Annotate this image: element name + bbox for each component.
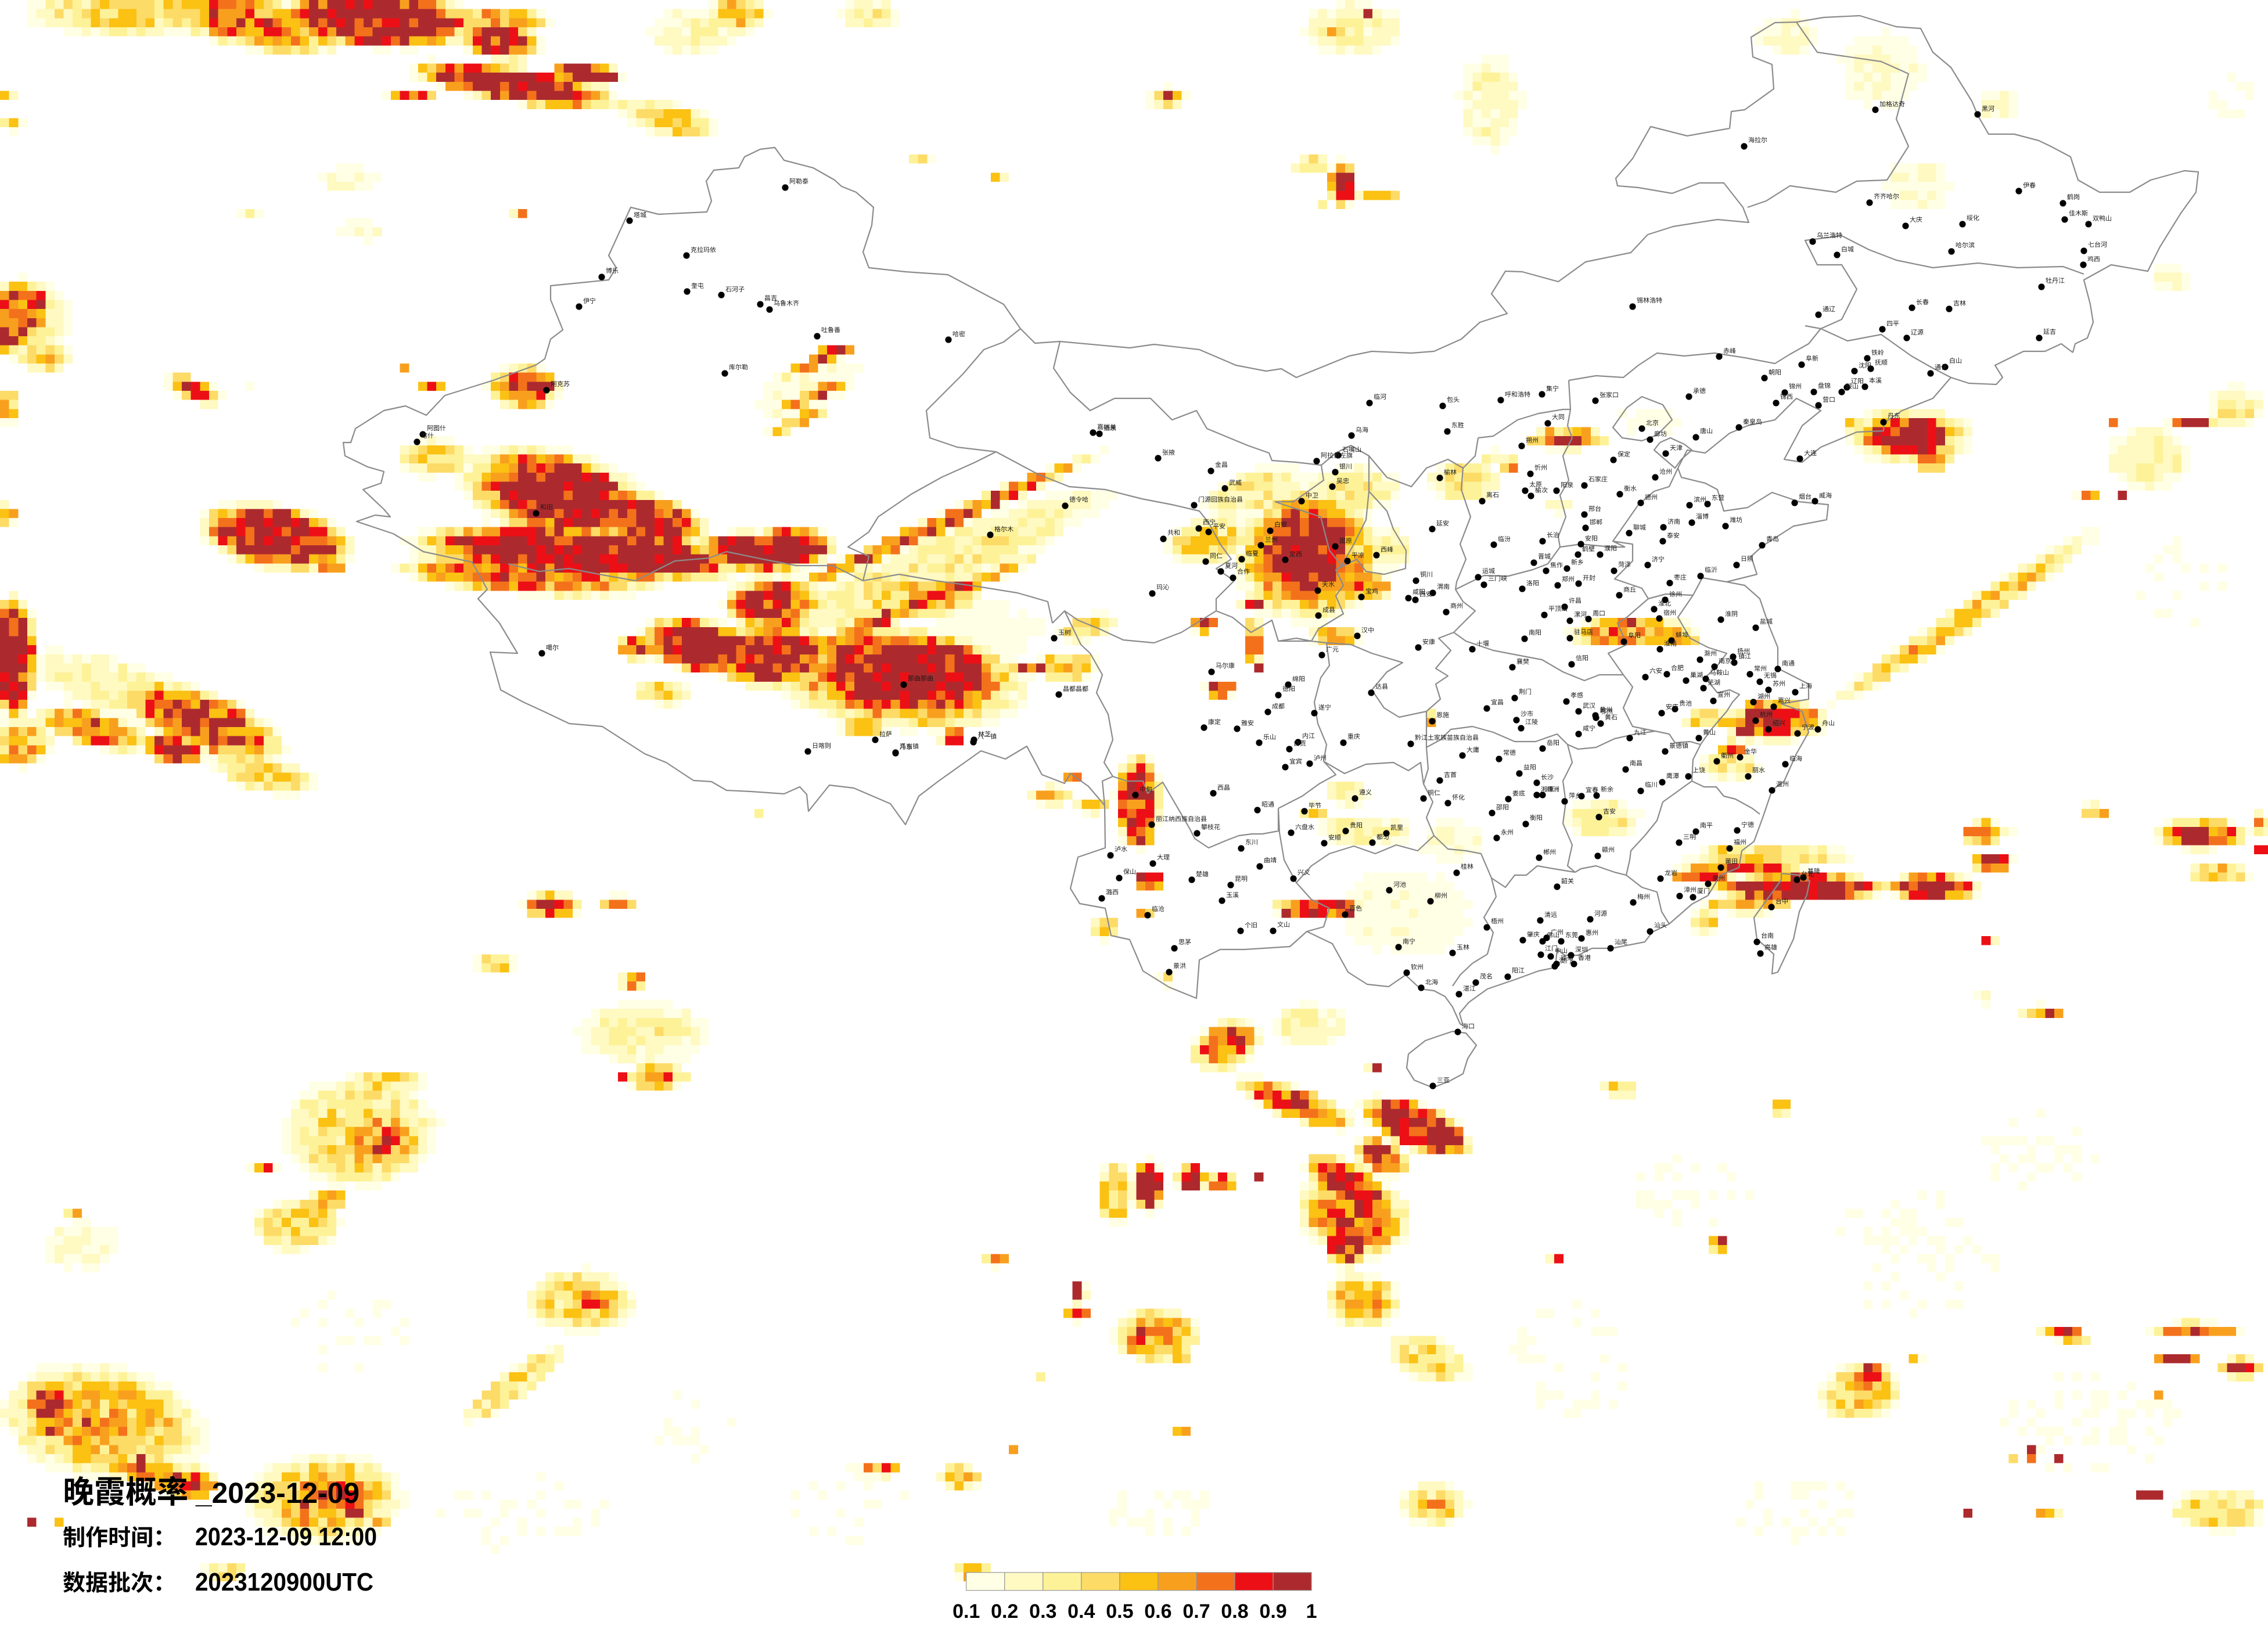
svg-text:0.3: 0.3 — [1029, 1600, 1056, 1623]
svg-text:0.7: 0.7 — [1182, 1600, 1210, 1623]
svg-text:2023-12-09 12:00: 2023-12-09 12:00 — [195, 1523, 377, 1551]
svg-text:0.2: 0.2 — [991, 1600, 1018, 1623]
svg-text:0.9: 0.9 — [1259, 1600, 1286, 1623]
svg-text:_2023-12-09: _2023-12-09 — [195, 1477, 360, 1509]
svg-text:0.1: 0.1 — [953, 1600, 980, 1623]
svg-text:0.4: 0.4 — [1067, 1600, 1095, 1623]
svg-text:0.5: 0.5 — [1106, 1600, 1133, 1623]
svg-text:0.8: 0.8 — [1221, 1600, 1248, 1623]
svg-text:1: 1 — [1306, 1600, 1317, 1623]
svg-text:0.6: 0.6 — [1144, 1600, 1171, 1623]
svg-text:2023120900UTC: 2023120900UTC — [195, 1568, 373, 1596]
